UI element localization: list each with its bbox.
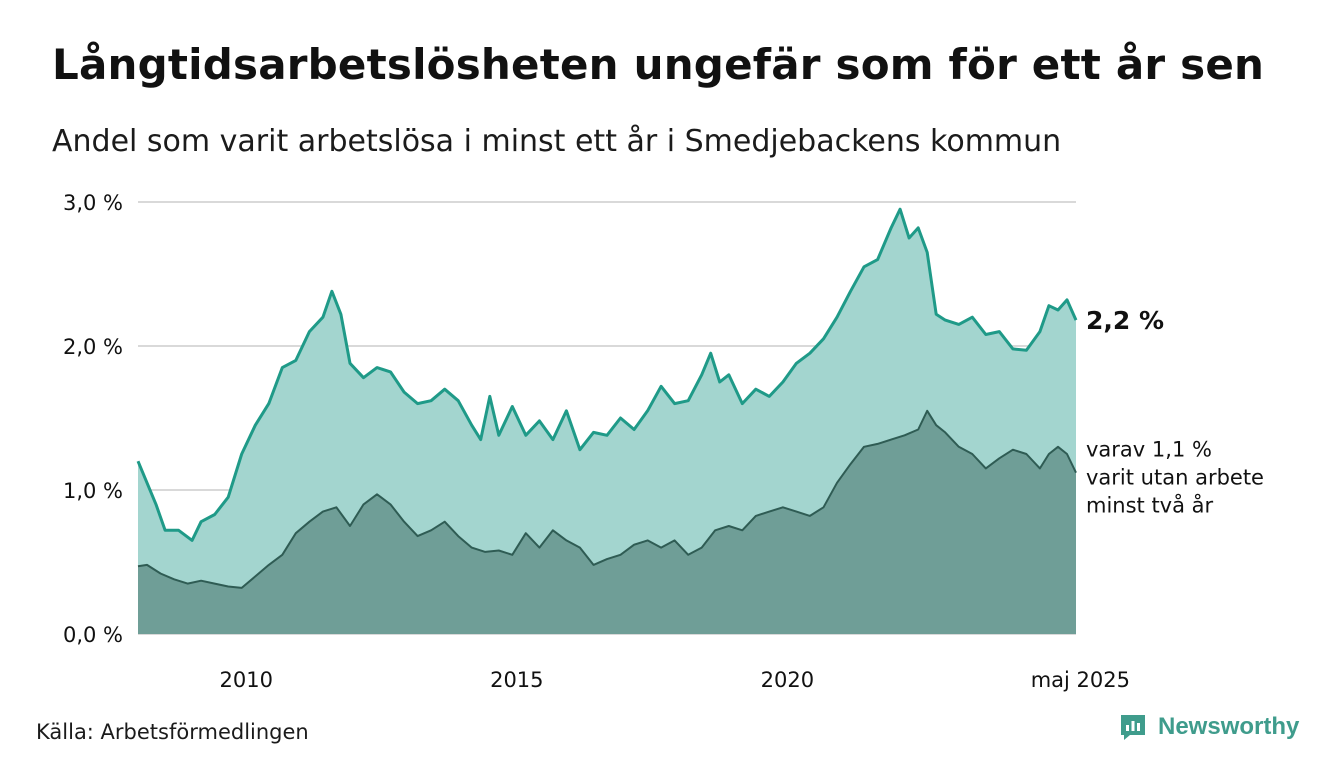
y-tick-label: 3,0 % xyxy=(63,191,123,215)
area-series xyxy=(136,207,1078,634)
y-tick-label: 0,0 % xyxy=(63,623,123,647)
x-tick-label: 2015 xyxy=(490,668,543,692)
source-note: Källa: Arbetsförmedlingen xyxy=(36,720,309,744)
y-axis-tick-labels: 0,0 % 1,0 % 2,0 % 3,0 % xyxy=(63,191,123,647)
chart-title: Långtidsarbetslösheten ungefär som för e… xyxy=(52,40,1265,89)
newsworthy-logo-icon xyxy=(1121,715,1145,740)
brand[interactable]: Newsworthy xyxy=(1118,712,1299,742)
x-tick-label: 2020 xyxy=(761,668,814,692)
y-tick-label: 2,0 % xyxy=(63,335,123,359)
brand-name: Newsworthy xyxy=(1158,713,1300,740)
series-end-labels: 2,2 % varav 1,1 % varit utan arbete minst t… xyxy=(1086,306,1264,518)
chart-subtitle: Andel som varit arbetslösa i minst ett å… xyxy=(52,124,1062,159)
end-label-two-year-line: varit utan arbete xyxy=(1086,466,1264,490)
end-label-two-year-line: minst två år xyxy=(1086,493,1214,518)
x-tick-label: 2010 xyxy=(220,668,273,692)
x-tick-label: maj 2025 xyxy=(1031,668,1130,692)
y-tick-label: 1,0 % xyxy=(63,479,123,503)
end-label-two-year-line: varav 1,1 % xyxy=(1086,438,1212,462)
end-label-total: 2,2 % xyxy=(1086,306,1164,335)
series-line-two-year-long-term xyxy=(137,409,1077,589)
area-fill-two-year-long-term xyxy=(138,410,1076,634)
x-axis-tick-labels: 2010 2015 2020 maj 2025 xyxy=(220,668,1130,692)
series-line-total-long-term xyxy=(136,207,1078,542)
area-chart: 0,0 % 1,0 % 2,0 % 3,0 % 2010 2015 2020 maj 202… xyxy=(63,191,1264,692)
